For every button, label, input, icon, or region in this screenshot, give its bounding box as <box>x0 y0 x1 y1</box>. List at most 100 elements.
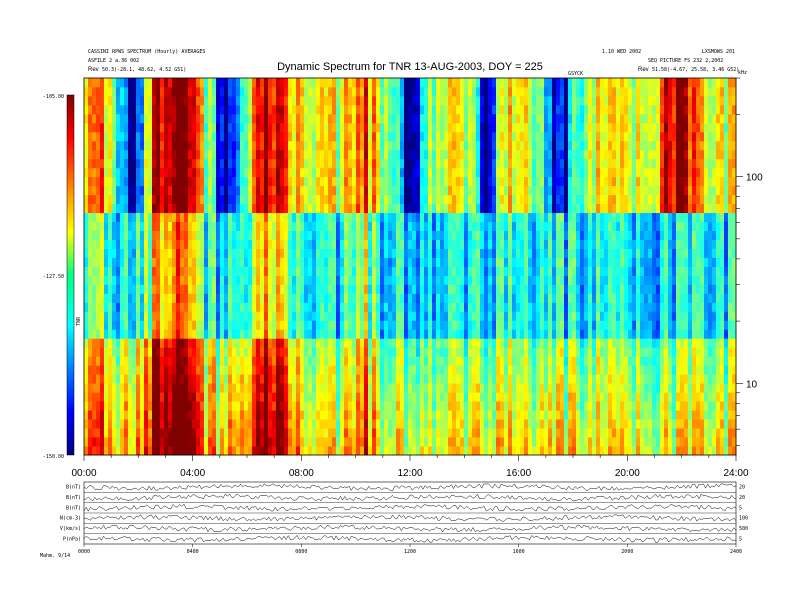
spectrogram-cell <box>460 365 465 375</box>
spectrogram-cell <box>388 329 393 339</box>
spectrogram-cell <box>156 248 161 258</box>
spectrogram-cell <box>480 86 485 97</box>
spectrogram-cell <box>516 113 521 124</box>
spectrogram-cell <box>88 185 93 196</box>
spectrogram-cell <box>492 320 497 330</box>
spectrogram-cell <box>404 374 409 384</box>
spectrogram-cell <box>312 284 317 294</box>
spectrogram-cell <box>176 122 181 133</box>
spectrogram-cell <box>172 194 177 205</box>
spectrogram-cell <box>376 311 381 321</box>
spectrogram-cell <box>244 78 249 88</box>
spectrogram-cell <box>204 401 209 411</box>
spectrogram-cell <box>396 104 401 115</box>
spectrogram-cell <box>516 284 521 294</box>
spectrogram-cell <box>436 149 441 160</box>
spectrogram-cell <box>548 338 553 348</box>
spectrogram-cell <box>360 266 365 276</box>
spectrogram-cell <box>420 419 425 429</box>
spectrogram-cell <box>516 212 521 223</box>
spectrogram-cell <box>508 293 513 303</box>
spectrogram-cell <box>164 122 169 133</box>
spectrogram-cell <box>468 329 473 339</box>
spectrogram-cell <box>544 158 549 169</box>
spectrogram-cell <box>532 194 537 205</box>
spectrogram-cell <box>424 167 429 178</box>
spectrogram-cell <box>252 176 257 187</box>
spectrogram-cell <box>248 78 253 88</box>
spectrogram-cell <box>168 104 173 115</box>
spectrogram-cell <box>244 176 249 187</box>
spectrogram-cell <box>448 230 453 240</box>
spectrogram-cell <box>340 338 345 348</box>
spectrogram-cell <box>112 131 117 142</box>
spectrogram-cell <box>556 419 561 429</box>
spectrogram-cell <box>200 212 205 223</box>
spectrogram-cell <box>420 248 425 258</box>
spectrogram-cell <box>416 149 421 160</box>
spectrogram-cell <box>540 284 545 294</box>
spectrogram-cell <box>520 212 525 223</box>
spectrogram-cell <box>304 113 309 124</box>
spectrogram-cell <box>288 383 293 393</box>
spectrogram-cell <box>112 437 117 447</box>
spectrogram-cell <box>156 284 161 294</box>
spectrogram-cell <box>556 428 561 438</box>
spectrogram-cell <box>308 167 313 178</box>
spectrogram-cell <box>168 95 173 106</box>
spectrogram-cell <box>308 248 313 258</box>
spectrogram-cell <box>120 302 125 312</box>
spectrogram-cell <box>520 401 525 411</box>
spectrogram-cell <box>316 122 321 133</box>
spectrogram-cell <box>312 167 317 178</box>
spectrogram-cell <box>232 86 237 97</box>
spectrogram-cell <box>224 311 229 321</box>
spectrogram-cell <box>348 239 353 249</box>
spectrogram-cell <box>512 383 517 393</box>
spectrogram-cell <box>384 266 389 276</box>
spectrogram-cell <box>216 167 221 178</box>
spectrogram-cell <box>532 356 537 366</box>
spectrogram-cell <box>408 329 413 339</box>
spectrogram-cell <box>444 248 449 258</box>
spectrogram-cell <box>292 203 297 214</box>
spectrogram-cell <box>168 203 173 214</box>
spectrogram-cell <box>152 140 157 151</box>
spectrogram-cell <box>412 338 417 348</box>
spectrogram-cell <box>176 131 181 142</box>
spectrogram-cell <box>196 149 201 160</box>
spectrogram-cell <box>520 203 525 214</box>
spectrogram-cell <box>268 446 273 456</box>
spectrogram-cell <box>444 392 449 402</box>
spectrogram-cell <box>84 149 89 160</box>
spectrogram-cell <box>408 383 413 393</box>
spectrogram-cell <box>120 338 125 348</box>
spectrogram-cell <box>248 392 253 402</box>
spectrogram-cell <box>360 140 365 151</box>
spectrogram-cell <box>356 293 361 303</box>
spectrogram-cell <box>112 86 117 97</box>
spectrogram-cell <box>440 176 445 187</box>
spectrogram-cell <box>100 113 105 124</box>
spectrogram-cell <box>244 167 249 178</box>
spectrogram-cell <box>188 212 193 223</box>
spectrogram-cell <box>192 140 197 151</box>
spectrogram-cell <box>84 194 89 205</box>
spectrogram-cell <box>108 248 113 258</box>
spectrogram-cell <box>400 284 405 294</box>
spectrogram-cell <box>280 311 285 321</box>
spectrogram-cell <box>144 392 149 402</box>
spectrogram-cell <box>504 158 509 169</box>
spectrogram-cell <box>252 266 257 276</box>
spectrogram-cell <box>504 347 509 357</box>
spectrogram-cell <box>332 401 337 411</box>
spectrogram-cell <box>164 329 169 339</box>
spectrogram-cell <box>204 329 209 339</box>
spectrogram-cell <box>228 329 233 339</box>
spectrogram-cell <box>508 437 513 447</box>
spectrogram-cell <box>216 212 221 223</box>
spectrogram-cell <box>372 158 377 169</box>
spectrogram-cell <box>204 113 209 124</box>
spectrogram-cell <box>436 401 441 411</box>
spectrogram-cell <box>84 419 89 429</box>
